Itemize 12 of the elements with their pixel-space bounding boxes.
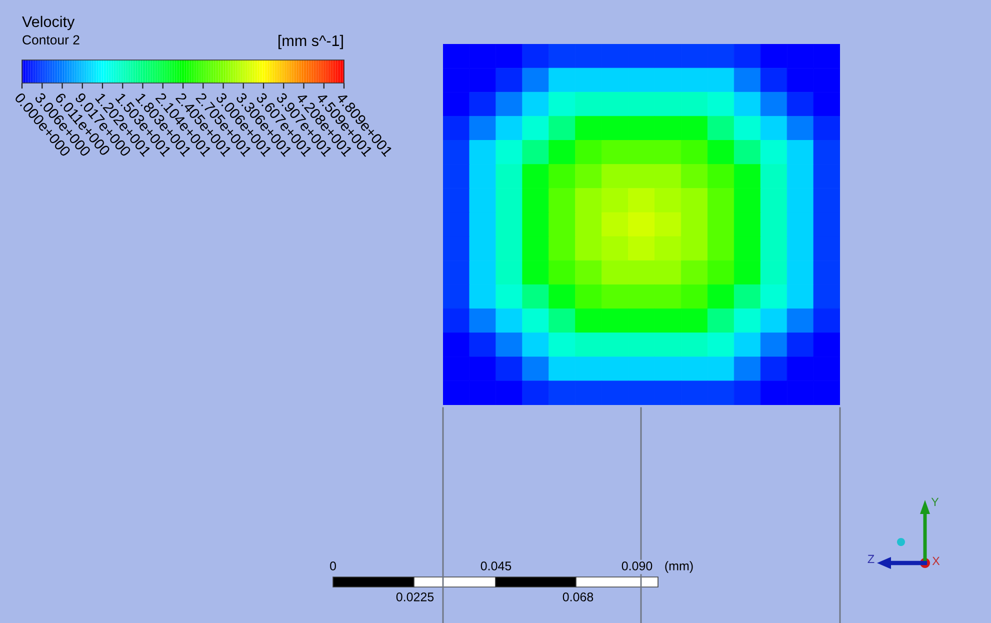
text: Velocity <box>22 16 75 30</box>
text: 0.068 <box>562 592 594 602</box>
text: Y <box>931 498 939 506</box>
text: X <box>932 556 940 566</box>
text: 0.0225 <box>396 592 434 602</box>
text: 0.090 <box>622 562 652 570</box>
color-bar-title: [mm s^-1] <box>278 34 343 50</box>
text: 0.045 <box>480 562 512 570</box>
text: 0 <box>330 562 336 570</box>
text: Contour 2 <box>22 35 80 45</box>
text: (mm) <box>665 561 693 573</box>
text: Z <box>868 554 874 564</box>
